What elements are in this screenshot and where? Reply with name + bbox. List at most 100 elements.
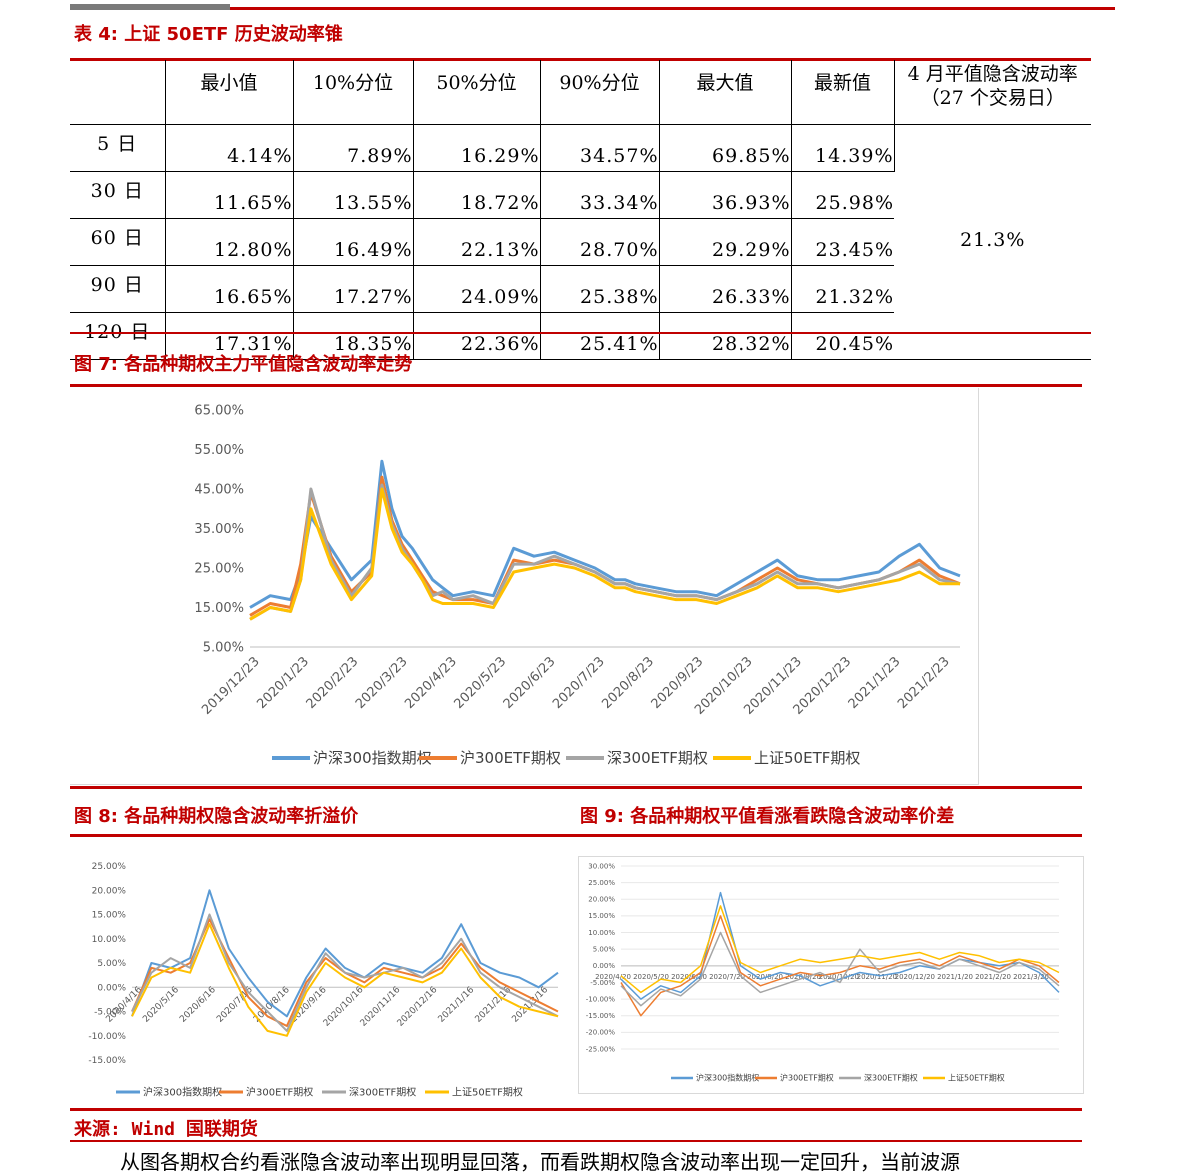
y-tick-label: 25.00% [92,862,127,872]
y-tick-label: 65.00% [194,403,244,418]
table-cell: 25.98% [791,171,894,219]
legend-label: 沪深300指数期权 [143,1085,222,1098]
header-cell-empty [70,60,166,125]
table-row: 60 日 12.80% 16.49% 22.13% 28.70% 29.29% … [70,218,1091,266]
table-cell: 11.65% [165,171,294,219]
x-tick-label: 2020/4/23 [402,654,460,712]
series-line [131,923,559,1037]
y-tick-label: 15.00% [92,911,127,921]
x-tick-label: 2020/4/20 [595,973,631,981]
y-tick-label: -15.00% [88,1056,126,1066]
table-cell: 25.38% [540,265,660,313]
y-tick-label: -25.00% [586,1045,616,1053]
source-rule [70,1108,1082,1111]
implied-vol-cell: 21.3% [894,124,1091,360]
y-tick-label: -10.00% [88,1032,126,1042]
x-tick-label: 2020/7/16 [215,985,255,1025]
table-cell: 21.32% [791,265,894,313]
table-cell: 28.32% [659,312,792,360]
y-tick-label: 55.00% [194,443,244,458]
y-tick-label: 5.00% [97,959,126,969]
y-tick-label: 15.00% [588,912,615,920]
table4-top-rule [70,58,1091,61]
row-label: 60 日 [70,218,166,266]
legend-label: 深300ETF期权 [864,1073,918,1083]
x-tick-label: 2021/1/20 [937,973,973,981]
x-tick-label: 2021/3/20 [1013,973,1049,981]
source-note: 来源: Wind 国联期货 [74,1119,258,1140]
header-cell-max: 最大值 [659,60,792,125]
x-tick-label: 2020/6/16 [178,985,218,1025]
table4-bottom-rule [70,332,1091,334]
bottom-rule [70,1140,1082,1142]
series-line [249,487,960,621]
table-cell: 17.27% [293,265,414,313]
y-tick-label: 5.00% [593,946,616,954]
table-cell: 13.55% [293,171,414,219]
body-paragraph-cut: 从图各期权合约看涨隐含波动率出现明显回落，而看跌期权隐含波动率出现一定回升，当前… [120,1150,960,1174]
y-tick-label: -20.00% [586,1029,616,1037]
x-tick-label: 2021/1/16 [437,985,477,1025]
fig8-9-top-rule [70,786,1082,789]
x-tick-label: 2020/6/23 [501,654,559,712]
fig7-chart-frame: 65.00% 55.00% 45.00% 35.00% 25.00% 15.00% 5.00… [70,388,979,785]
header-cell-implied-vol: 4 月平值隐含波动率 （27 个交易日） [894,60,1091,125]
fig8-title: 图 8: 各品种期权隐含波动率折溢价 [74,806,359,827]
legend-label: 沪深300指数期权 [696,1073,759,1083]
x-tick-label: 2021/1/23 [846,654,904,712]
table-cell: 23.45% [791,218,894,266]
table-cell: 22.13% [413,218,541,266]
row-label: 30 日 [70,171,166,219]
x-tick-label: 2020/7/23 [550,654,608,712]
header-bar-red [230,7,1115,10]
fig7-top-rule [70,384,1082,387]
header-cell-min: 最小值 [165,60,294,125]
x-tick-label: 2020/3/23 [353,654,411,712]
table-cell: 28.70% [540,218,660,266]
x-tick-label: 2020/2/23 [304,654,362,712]
fig8-chart: 25.00% 20.00% 15.00% 10.00% 5.00% 0.00% -5.00%… [88,862,559,1098]
legend-label: 沪300ETF期权 [780,1073,834,1083]
y-tick-label: 5.00% [203,640,244,655]
y-tick-label: 20.00% [588,896,615,904]
table-cell: 14.39% [791,124,895,172]
table4-title: 表 4: 上证 50ETF 历史波动率锥 [74,24,343,45]
y-tick-label: 10.00% [588,929,615,937]
series-line [131,913,559,1032]
y-tick-label: 15.00% [194,601,244,616]
y-tick-label: 0.00% [97,983,126,993]
table-row: 5 日 4.14% 7.89% 16.29% 34.57% 69.85% 14.… [70,124,1091,360]
table-cell: 17.31% [165,312,294,360]
y-tick-label: -15.00% [586,1012,616,1020]
table-cell: 18.72% [413,171,541,219]
x-tick-label: 2020/7/20 [709,973,745,981]
fig8-9-mid-rule [70,834,1082,837]
table-cell: 24.09% [413,265,541,313]
y-tick-label: 25.00% [194,561,244,576]
legend-label: 深300ETF期权 [607,749,708,767]
legend-label: 深300ETF期权 [349,1085,416,1098]
legend-label: 沪300ETF期权 [246,1085,313,1098]
y-tick-label: 25.00% [588,879,615,887]
table-cell: 16.29% [413,124,541,172]
legend-label: 上证50ETF期权 [948,1073,1005,1083]
fig9-chart: 30.00% 25.00% 20.00% 15.00% 10.00% 5.00% 0.00%… [586,862,1060,1083]
table-header-row: 最小值 10%分位 50%分位 90%分位 最大值 最新值 4 月平值隐含波动率… [70,60,1091,125]
table-cell: 33.34% [540,171,660,219]
table-cell: 18.35% [293,312,414,360]
legend-label: 沪深300指数期权 [313,749,432,767]
y-tick-label: 35.00% [194,522,244,537]
table-row: 120 日 17.31% 18.35% 22.36% 25.41% 28.32%… [70,312,1091,360]
x-tick-label: 2020/6/20 [671,973,707,981]
series-line [249,483,961,621]
y-tick-label: 30.00% [588,862,615,870]
x-tick-label: 2021/2/23 [895,654,953,712]
x-tick-label: 2020/12/16 [396,985,440,1029]
series-line [131,889,559,1018]
x-tick-label: 2020/5/16 [141,985,181,1025]
row-label: 90 日 [70,265,166,313]
table-row: 90 日 16.65% 17.27% 24.09% 25.38% 26.33% … [70,265,1091,313]
x-tick-label: 2021/2/20 [975,973,1011,981]
legend-label: 沪300ETF期权 [460,749,561,767]
fig7-title: 图 7: 各品种期权主力平值隐含波动率走势 [74,354,413,375]
